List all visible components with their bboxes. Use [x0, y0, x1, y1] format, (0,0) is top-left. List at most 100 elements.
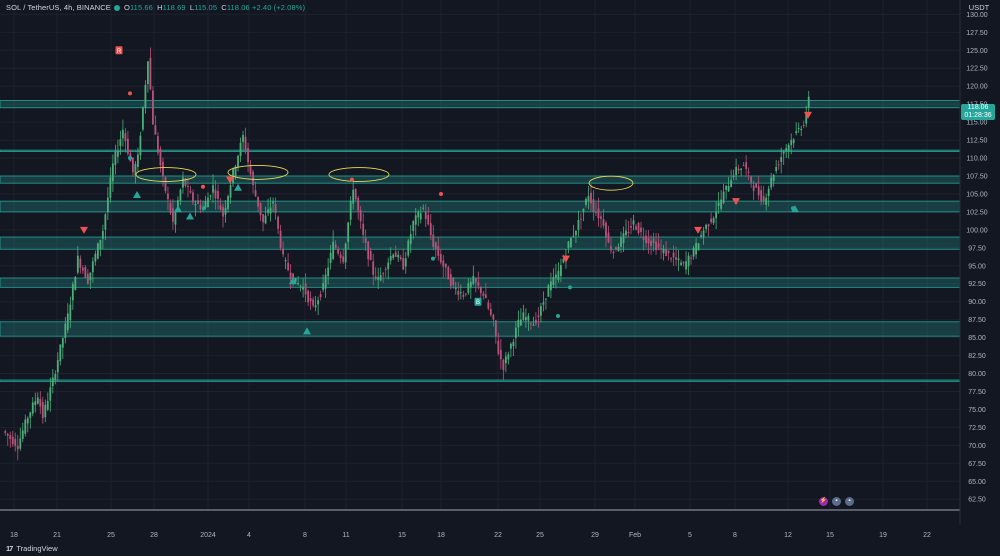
candle-body [299, 285, 302, 287]
candle-body [139, 135, 142, 156]
bar-countdown: 01:28:36 [964, 112, 992, 119]
candle-body [242, 134, 244, 143]
candle-body [534, 319, 537, 324]
candle-body [104, 214, 107, 230]
badge-letter: B [476, 300, 480, 306]
price-tick-label: 65.00 [968, 479, 986, 486]
candle-body [537, 315, 540, 318]
time-tick-label: 18 [437, 532, 445, 539]
candle-body [372, 261, 375, 275]
candle-body [232, 168, 234, 183]
candle-body [665, 249, 667, 257]
price-tick-label: 82.50 [968, 353, 986, 360]
buy-triangle-icon [289, 277, 297, 285]
candle-body [402, 258, 405, 270]
candle-body [484, 294, 487, 299]
candle-body [214, 189, 217, 199]
candle-body [79, 258, 82, 268]
price-tick-label: 112.50 [967, 138, 988, 145]
annotation-ellipse [227, 164, 289, 180]
event-flag-icon[interactable]: ▪ [845, 497, 854, 506]
candles [4, 47, 810, 461]
candle-body [114, 152, 117, 165]
candle-body [209, 195, 212, 197]
time-tick-label: 8 [303, 532, 307, 539]
candle-body [467, 283, 470, 293]
annotation-ellipse [135, 167, 197, 182]
event-flag-icon[interactable]: ▪ [832, 497, 841, 506]
candle-body [795, 131, 798, 133]
candle-body [745, 162, 748, 169]
candle-body [655, 241, 657, 251]
candle-body [142, 107, 144, 130]
candle-body [602, 219, 605, 226]
candle-body [347, 222, 350, 243]
candle-body [767, 188, 770, 196]
candle-body [504, 356, 507, 364]
time-tick-label: 25 [536, 532, 544, 539]
price-tick-label: 72.50 [968, 425, 986, 432]
candle-body [9, 435, 12, 439]
candle-body [692, 247, 695, 257]
candle-body [26, 418, 29, 424]
candle-body [577, 220, 580, 231]
candle-body [269, 207, 272, 214]
price-tick-label: 62.50 [968, 497, 986, 504]
annotation-ellipses [135, 164, 634, 191]
candle-body [522, 312, 525, 320]
annotation-ellipse [588, 175, 634, 191]
candle-body [690, 257, 692, 259]
candle-body [409, 234, 412, 245]
candle-body [487, 302, 490, 309]
event-lightning-icon[interactable]: ⚡ [819, 497, 828, 506]
time-tick-label: 22 [494, 532, 502, 539]
candle-body [627, 232, 630, 234]
price-tick-label: 102.50 [966, 209, 988, 216]
price-tick-label: 122.50 [966, 66, 988, 73]
candle-body [545, 298, 547, 300]
candle-body [259, 202, 262, 216]
candle-body [642, 236, 645, 240]
candle-body [359, 210, 362, 222]
candle-body [595, 211, 597, 213]
candle-body [437, 245, 440, 256]
candle-body [417, 211, 420, 218]
candle-body [670, 258, 672, 260]
candle-body [662, 248, 665, 254]
candle-body [332, 241, 335, 259]
candle-body [44, 404, 47, 418]
tradingview-logo[interactable]: 17 TradingView [6, 544, 58, 553]
price-tick-label: 75.00 [968, 407, 986, 414]
currency-label[interactable]: USDT [968, 3, 990, 12]
price-tick-label: 120.00 [966, 84, 988, 91]
symbol-title[interactable]: SOL / TetherUS, 4h, BINANCE [6, 3, 111, 12]
candle-body [86, 273, 89, 284]
candle-body [11, 436, 14, 445]
candle-body [497, 340, 500, 355]
candle-body [19, 438, 22, 449]
candle-body [419, 213, 422, 220]
candle-body [46, 400, 49, 410]
candle-body [672, 252, 675, 258]
candle-body [229, 185, 232, 198]
candle-body [705, 224, 707, 229]
candle-body [494, 320, 497, 337]
candle-body [194, 204, 197, 206]
candle-body [121, 129, 124, 139]
candle-body [159, 148, 162, 166]
time-tick-label: 28 [150, 532, 158, 539]
candle-body [807, 96, 810, 108]
candle-body [519, 319, 522, 326]
candle-body [424, 211, 427, 220]
time-tick-label: 21 [53, 532, 61, 539]
candle-body [247, 148, 249, 163]
candle-body [99, 239, 102, 250]
candle-body [600, 216, 602, 219]
annotation-ellipse [328, 167, 390, 182]
sell-triangle-icon [804, 111, 812, 119]
candle-body [262, 214, 264, 223]
candle-body [697, 243, 700, 251]
candle-body [174, 211, 177, 225]
time-axis[interactable]: 18 21 25 28 2024 4 8 11 15 18 22 25 29 Feb 5 8 12 15 19 22 [10, 532, 931, 539]
